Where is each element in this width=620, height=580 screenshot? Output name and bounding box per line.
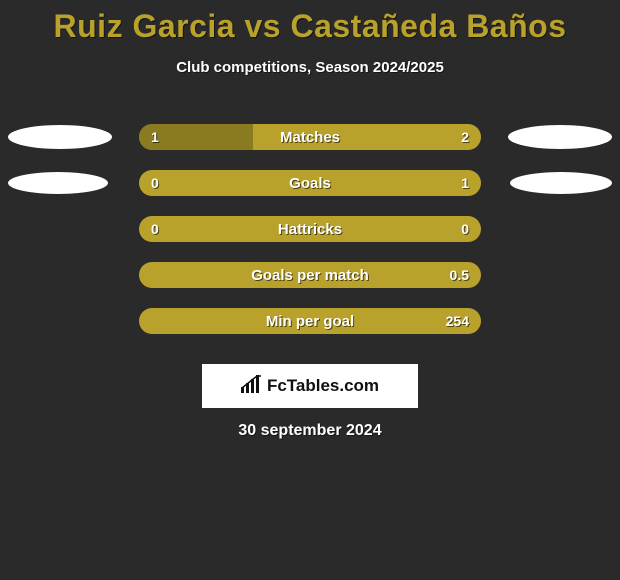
stat-label: Hattricks	[139, 216, 481, 242]
stat-bar: Matches1 2	[139, 124, 481, 150]
title-right: Castañeda Baños	[290, 8, 566, 44]
date: 30 september 2024	[0, 422, 620, 440]
player-right-badge	[510, 172, 612, 194]
player-right-badge	[508, 125, 612, 149]
logo-box: FcTables.com	[202, 364, 418, 408]
stat-value-left: 0	[151, 170, 159, 196]
stat-label: Goals	[139, 170, 481, 196]
stat-bars: Matches12Goals01Hattricks00Goals per mat…	[0, 114, 620, 344]
subtitle: Club competitions, Season 2024/2025	[0, 59, 620, 76]
stat-value-right: 254	[446, 308, 469, 334]
stat-row: Matches1 2	[0, 114, 620, 160]
stat-value-right: 2	[461, 124, 469, 150]
stat-value-right: 0	[461, 216, 469, 242]
stat-label: Matches	[139, 124, 481, 150]
title-left: Ruiz Garcia	[54, 8, 236, 44]
stat-bar: Goals per match0.5	[139, 262, 481, 288]
logo-text: FcTables.com	[267, 376, 379, 396]
stat-bar: Min per goal254	[139, 308, 481, 334]
stat-value-left: 1	[151, 124, 159, 150]
stat-value-left: 0	[151, 216, 159, 242]
page-title: Ruiz Garcia vs Castañeda Baños	[0, 0, 620, 45]
title-vs: vs	[244, 8, 281, 44]
stat-row: Goals0 1	[0, 160, 620, 206]
stat-row: Min per goal254	[0, 298, 620, 344]
stat-bar: Hattricks0 0	[139, 216, 481, 242]
stat-value-right: 0.5	[450, 262, 469, 288]
stat-label: Goals per match	[139, 262, 481, 288]
stat-bar: Goals0 1	[139, 170, 481, 196]
stat-row: Hattricks0 0	[0, 206, 620, 252]
stat-row: Goals per match0.5	[0, 252, 620, 298]
stat-value-right: 1	[461, 170, 469, 196]
player-left-badge	[8, 125, 112, 149]
stat-label: Min per goal	[139, 308, 481, 334]
player-left-badge	[8, 172, 108, 194]
logo-chart-icon	[241, 375, 263, 398]
